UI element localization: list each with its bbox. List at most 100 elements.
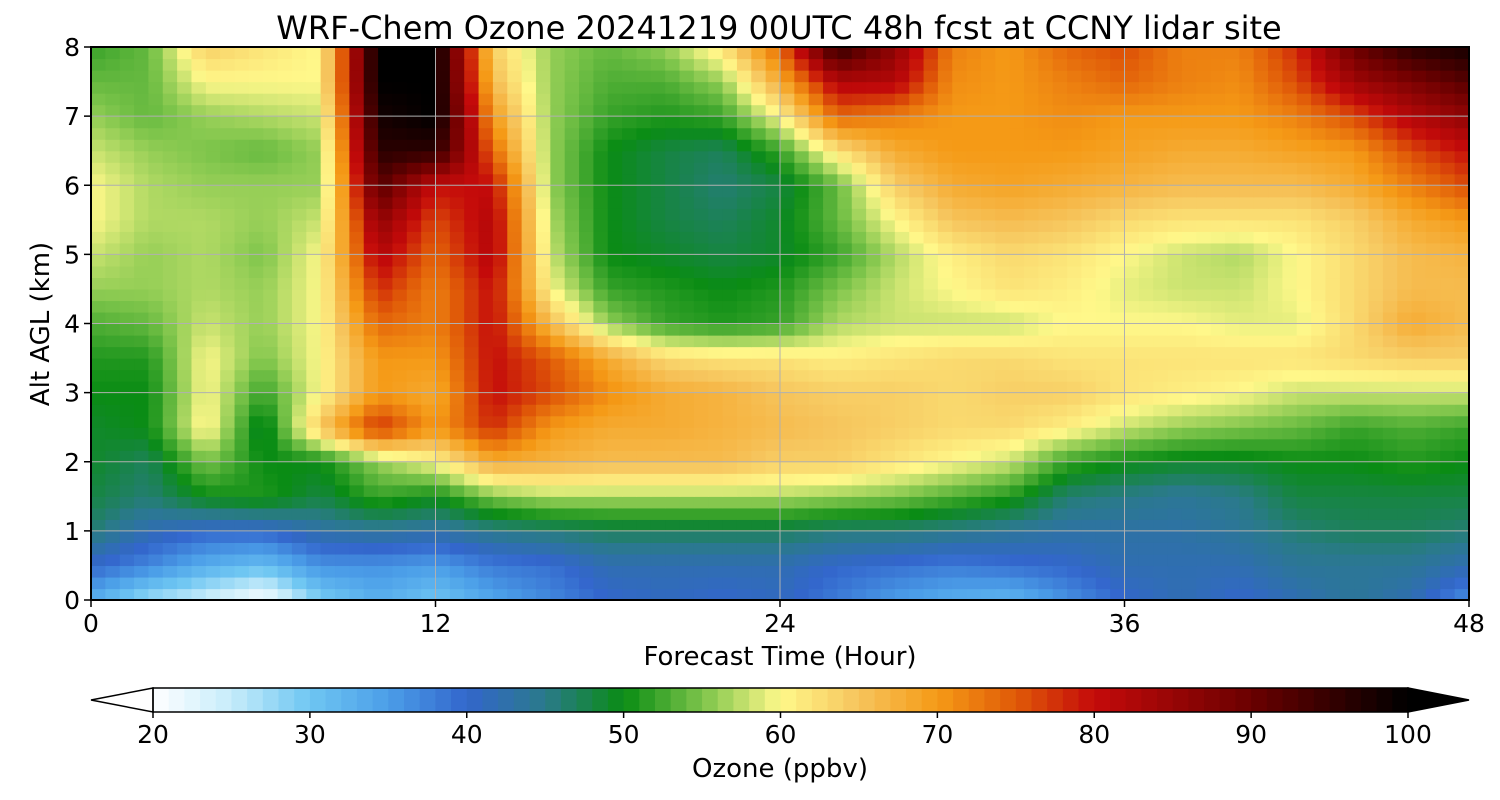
heatmap-cell — [148, 265, 164, 279]
heatmap-cell — [421, 277, 437, 290]
heatmap-cell — [464, 335, 480, 348]
heatmap-cell — [421, 346, 437, 359]
heatmap-cell — [1311, 565, 1327, 578]
heatmap-cell — [1167, 473, 1183, 486]
y-tick-label: 6 — [64, 171, 80, 200]
heatmap-cell — [909, 116, 925, 129]
heatmap-cell — [1454, 381, 1470, 394]
heatmap-cell — [736, 173, 752, 186]
heatmap-cell — [808, 507, 824, 520]
heatmap-cell — [349, 484, 365, 497]
heatmap-cell — [464, 530, 480, 543]
heatmap-cell — [421, 381, 437, 394]
heatmap-cell — [421, 588, 437, 601]
heatmap-cell — [91, 300, 106, 313]
heatmap-cell — [191, 288, 207, 302]
heatmap-cell — [751, 219, 767, 232]
x-axis-ticks: 0 12 24 36 48 — [83, 600, 1485, 638]
heatmap-cell — [593, 542, 609, 555]
heatmap-cell — [177, 70, 193, 83]
heatmap-cell — [263, 162, 279, 175]
heatmap-cell — [636, 93, 652, 106]
heatmap-cell — [306, 346, 322, 359]
heatmap-cell — [1239, 335, 1255, 348]
heatmap-cell — [708, 219, 724, 232]
heatmap-cell — [607, 381, 623, 394]
heatmap-cell — [1138, 553, 1154, 567]
heatmap-cell — [335, 81, 350, 94]
heatmap-cell — [1454, 323, 1470, 336]
heatmap-cell — [105, 185, 121, 198]
heatmap-cell — [780, 565, 795, 578]
heatmap-cell — [162, 461, 178, 474]
heatmap-cell — [880, 461, 896, 474]
heatmap-cell — [421, 104, 437, 117]
heatmap-cell — [435, 438, 451, 451]
heatmap-cell — [91, 381, 106, 394]
heatmap-cell — [392, 116, 408, 129]
heatmap-cell — [1224, 300, 1240, 313]
heatmap-cell — [392, 265, 408, 279]
heatmap-cell — [579, 530, 594, 543]
heatmap-cell — [765, 116, 781, 129]
heatmap-cell — [679, 346, 695, 359]
heatmap-cell — [1382, 277, 1398, 290]
heatmap-cell — [866, 162, 882, 175]
heatmap-cell — [1339, 47, 1355, 60]
heatmap-cell — [1095, 300, 1111, 313]
heatmap-cell — [1038, 530, 1054, 543]
heatmap-cell — [736, 104, 752, 117]
heatmap-cell — [1282, 392, 1298, 405]
heatmap-cell — [708, 507, 724, 520]
heatmap-cell — [823, 196, 839, 209]
heatmap-cell — [320, 311, 336, 325]
heatmap-cell — [349, 335, 365, 348]
heatmap-cell — [1110, 392, 1126, 405]
heatmap-cell — [1411, 346, 1427, 359]
heatmap-cell — [363, 116, 379, 129]
heatmap-cell — [708, 404, 724, 417]
heatmap-cell — [1268, 242, 1283, 255]
heatmap-cell — [1196, 415, 1212, 428]
heatmap-cell — [1095, 404, 1111, 417]
heatmap-cell — [191, 277, 207, 290]
heatmap-cell — [119, 162, 135, 175]
heatmap-cell — [607, 208, 623, 221]
heatmap-cell — [248, 473, 264, 486]
heatmap-cell — [507, 553, 523, 567]
heatmap-cell — [665, 47, 681, 60]
heatmap-cell — [1454, 484, 1470, 497]
heatmap-cell — [148, 335, 164, 348]
heatmap-cell — [1311, 219, 1327, 232]
heatmap-cell — [162, 127, 178, 140]
colorbar-segment — [560, 688, 578, 712]
heatmap-cell — [449, 346, 465, 359]
heatmap-cell — [177, 93, 193, 106]
heatmap-cell — [1181, 58, 1197, 71]
heatmap-cell — [392, 507, 408, 520]
heatmap-cell — [521, 173, 537, 186]
heatmap-cell — [1282, 47, 1298, 60]
heatmap-cell — [1024, 392, 1039, 405]
heatmap-cell — [162, 116, 178, 129]
heatmap-cell — [1196, 58, 1212, 71]
heatmap-cell — [593, 381, 609, 394]
heatmap-cell — [937, 219, 953, 232]
heatmap-cell — [995, 173, 1011, 186]
heatmap-cell — [1382, 116, 1398, 129]
heatmap-cell — [191, 404, 207, 417]
heatmap-cell — [966, 242, 982, 255]
heatmap-cell — [794, 300, 810, 313]
heatmap-cell — [1253, 496, 1269, 509]
heatmap-cell — [607, 127, 623, 140]
heatmap-cell — [693, 484, 709, 497]
heatmap-cell — [177, 450, 193, 463]
heatmap-cell — [1110, 358, 1126, 371]
heatmap-cell — [880, 311, 896, 325]
heatmap-cell — [1095, 127, 1111, 140]
heatmap-cell — [1138, 392, 1154, 405]
heatmap-cell — [306, 553, 322, 567]
heatmap-cell — [363, 311, 379, 325]
heatmap-cell — [363, 93, 379, 106]
heatmap-cell — [1354, 427, 1370, 440]
